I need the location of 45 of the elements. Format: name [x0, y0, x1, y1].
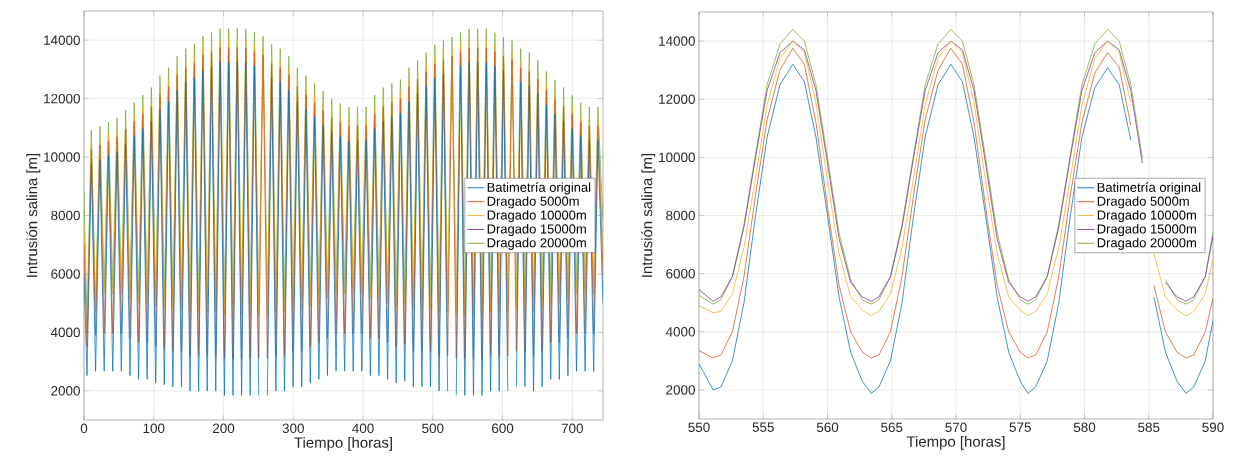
series-label: Batimetría original: [487, 182, 591, 195]
y-tick-label: 8000: [51, 210, 80, 221]
x-tick-label: 565: [881, 422, 903, 433]
x-tick-label: 300: [282, 423, 304, 434]
y-tick-label: 4000: [50, 327, 80, 338]
x-tick-label: 550: [688, 422, 710, 433]
y-tick-label: 6000: [51, 269, 80, 279]
x-tick-label: 580: [1073, 422, 1096, 433]
legend-label: Dragado 15000m: [487, 223, 586, 237]
x-tick-label: 0: [80, 423, 88, 434]
y-tick-label: 4000: [665, 327, 695, 337]
y-tick-label: 6000: [666, 268, 695, 279]
x-tick-label: 600: [492, 423, 514, 434]
x-tick-label: 575: [1009, 422, 1031, 432]
legend-label: Dragado 5000m: [1097, 196, 1189, 209]
y-tick-label: 12000: [44, 93, 80, 104]
y-axis-title: Intrusión salina [m]: [26, 153, 41, 277]
legend-label: Dragado 20000m: [487, 237, 586, 250]
x-axis-title: Tiempo [horas]: [294, 436, 392, 451]
legend-label: Dragado 20000m: [1097, 237, 1196, 250]
y-tick-label: 14000: [44, 35, 80, 45]
x-tick-label: 100: [143, 423, 165, 434]
x-tick-label: 590: [1202, 422, 1224, 433]
y-tick-label: 14000: [659, 36, 695, 46]
x-axis-title: Tiempo [horas]: [906, 435, 1005, 450]
x-tick-label: 700: [561, 423, 583, 434]
x-tick-label: 200: [212, 423, 235, 434]
y-tick-label: 10000: [44, 152, 80, 162]
x-tick-label: 585: [1138, 422, 1160, 433]
y-tick-label: 8000: [666, 210, 695, 221]
x-tick-label: 560: [816, 422, 839, 433]
x-tick-label: 555: [752, 422, 774, 432]
y-tick-label: 2000: [51, 386, 80, 396]
y-tick-label: 2000: [666, 385, 695, 395]
y-tick-label: 10000: [659, 152, 695, 163]
y-tick-label: 12000: [659, 94, 695, 104]
legend-label: Dragado 10000m: [487, 210, 586, 223]
legend-label: Dragado 10000m: [1097, 210, 1196, 223]
x-tick-label: 400: [352, 423, 374, 434]
legend-label: Dragado 15000m: [1097, 223, 1196, 237]
x-tick-label: 570: [945, 422, 967, 433]
y-axis-title: Intrusión salina [m]: [641, 153, 656, 277]
x-tick-label: 500: [422, 423, 444, 434]
legend-label: Batimetría original: [1097, 182, 1201, 195]
legend-label: Dragado 5000m: [487, 196, 579, 209]
